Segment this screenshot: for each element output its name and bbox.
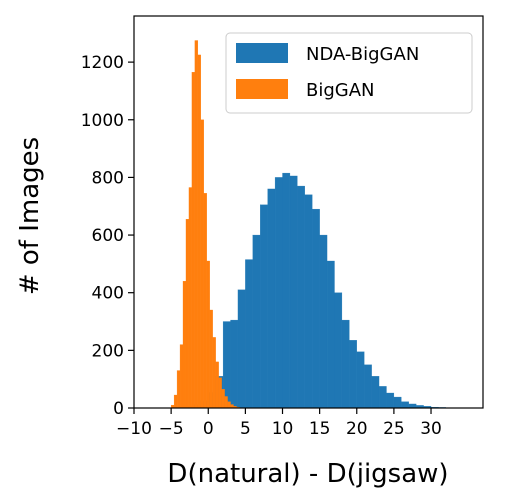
histogram-bar (341, 319, 350, 409)
x-tick-label: 20 (346, 419, 368, 439)
histogram-bar (349, 340, 357, 409)
y-tick-label: 1000 (81, 111, 124, 131)
y-tick-label: 200 (92, 341, 124, 361)
histogram-bar (312, 208, 320, 409)
histogram-bar (224, 396, 228, 409)
y-tick-label: 800 (92, 168, 124, 188)
histogram-bar (297, 185, 305, 409)
histogram-bar (267, 188, 276, 409)
histogram-bar (188, 187, 193, 409)
x-axis-label: D(natural) - D(jigsaw) (167, 459, 448, 489)
histogram-bar (200, 119, 204, 409)
plot-frame (133, 15, 484, 409)
histogram-bar (364, 364, 372, 409)
histogram-bar (203, 193, 207, 409)
x-tick-label: 15 (309, 419, 331, 439)
histogram-bar (282, 172, 291, 409)
y-axis-label: # of Images (15, 137, 45, 295)
legend-swatch (236, 43, 288, 63)
x-tick-label: 5 (240, 419, 251, 439)
histogram-bar (185, 219, 190, 409)
histogram-bar (179, 344, 184, 409)
histogram-bar (245, 259, 253, 409)
histogram-bar (212, 337, 216, 409)
histogram-bar (209, 309, 213, 409)
x-axis: −10 −5 0 5 10 15 20 25 30 (116, 408, 442, 439)
legend: NDA-BigGAN BigGAN (225, 32, 473, 114)
histogram-bar (371, 376, 380, 409)
bars-layer (170, 40, 454, 409)
legend-swatch (236, 79, 288, 99)
histogram-bar (206, 260, 210, 409)
histogram-bar (408, 403, 417, 409)
histogram-bar (194, 40, 199, 409)
histogram-bar (221, 389, 225, 409)
x-tick-label: 0 (203, 419, 214, 439)
histogram-bar (319, 234, 328, 409)
x-tick-label: 10 (272, 419, 294, 439)
histogram-bar (252, 234, 261, 409)
x-tick-label: −10 (116, 419, 152, 439)
y-tick-label: 0 (113, 399, 124, 419)
histogram-bar (237, 289, 246, 409)
x-tick-label: −5 (159, 419, 184, 439)
histogram-bar (304, 194, 313, 409)
histogram-bar (356, 351, 365, 409)
y-tick-label: 400 (92, 284, 124, 304)
y-tick-label: 1200 (81, 53, 124, 73)
y-tick-label: 600 (92, 226, 124, 246)
histogram-bar (230, 319, 239, 409)
histogram-bar (197, 54, 201, 409)
legend-label: BigGAN (306, 80, 375, 101)
histogram-bar (386, 392, 395, 409)
histogram-bar (215, 361, 219, 409)
histogram-bar (182, 281, 187, 409)
histogram-bar (173, 394, 178, 409)
histogram-bar (260, 204, 268, 409)
histogram-bar (227, 401, 231, 409)
x-tick-label: 30 (420, 419, 442, 439)
x-tick-label: 25 (383, 419, 405, 439)
histogram-bar (326, 260, 335, 409)
histogram-bar (401, 401, 409, 409)
histogram-bar (274, 177, 283, 409)
histogram-bar (218, 377, 222, 409)
series-1-bars (170, 40, 240, 409)
histogram-bar (393, 396, 402, 409)
histogram-bar (176, 370, 181, 409)
histogram-bar (378, 386, 387, 409)
y-axis: 0 200 400 600 800 1000 1200 (81, 53, 134, 419)
histogram-bar (334, 292, 343, 409)
histogram-bar (191, 72, 196, 409)
legend-label: NDA-BigGAN (306, 44, 419, 65)
histogram-bar (289, 175, 298, 409)
